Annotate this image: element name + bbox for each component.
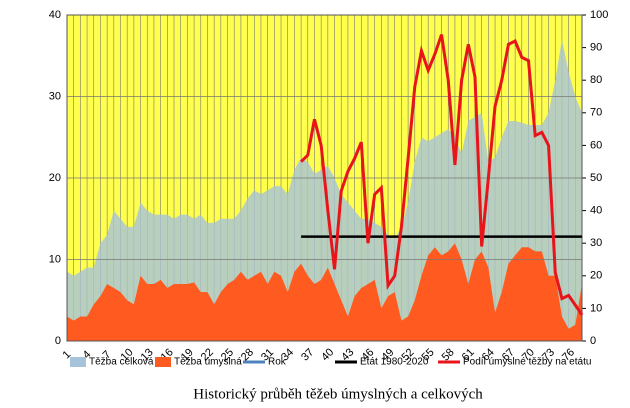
legend-label: Těžba úmyslná	[174, 357, 242, 368]
y2-tick-label: 50	[590, 172, 602, 184]
y2-tick-label: 80	[590, 74, 602, 86]
y-tick-label: 20	[49, 172, 61, 184]
chart-title: Historický průběh těžeb úmyslných a celk…	[193, 386, 483, 402]
area	[67, 243, 582, 341]
y2-tick-label: 30	[590, 237, 602, 249]
plot-border	[66, 14, 583, 342]
y2-tick-label: 90	[590, 42, 602, 54]
legend-swatch	[155, 357, 171, 367]
y-tick-label: 30	[49, 90, 61, 102]
line	[300, 34, 584, 316]
legend-label: Podíl úmyslné těžby na etátu	[463, 357, 591, 368]
y2-tick-label: 100	[590, 9, 608, 21]
y2-tick-label: 0	[590, 335, 596, 347]
legend-swatch	[70, 357, 86, 367]
y2-tick-label: 10	[590, 302, 602, 314]
y2-tick-label: 70	[590, 107, 602, 119]
x-tick-label: 40	[319, 346, 336, 363]
x-tick-label: 37	[299, 346, 316, 363]
legend-label: Rok	[268, 357, 287, 368]
y-tick-label: 10	[49, 253, 61, 265]
legend-label: Těžba celková	[89, 357, 154, 368]
y2-tick-label: 40	[590, 205, 602, 217]
y-tick-label: 0	[55, 335, 61, 347]
legend-label: Etát 1980-2020	[360, 357, 429, 368]
y-tick-label: 40	[49, 9, 61, 21]
y2-tick-label: 20	[590, 270, 602, 282]
y2-tick-label: 60	[590, 139, 602, 151]
